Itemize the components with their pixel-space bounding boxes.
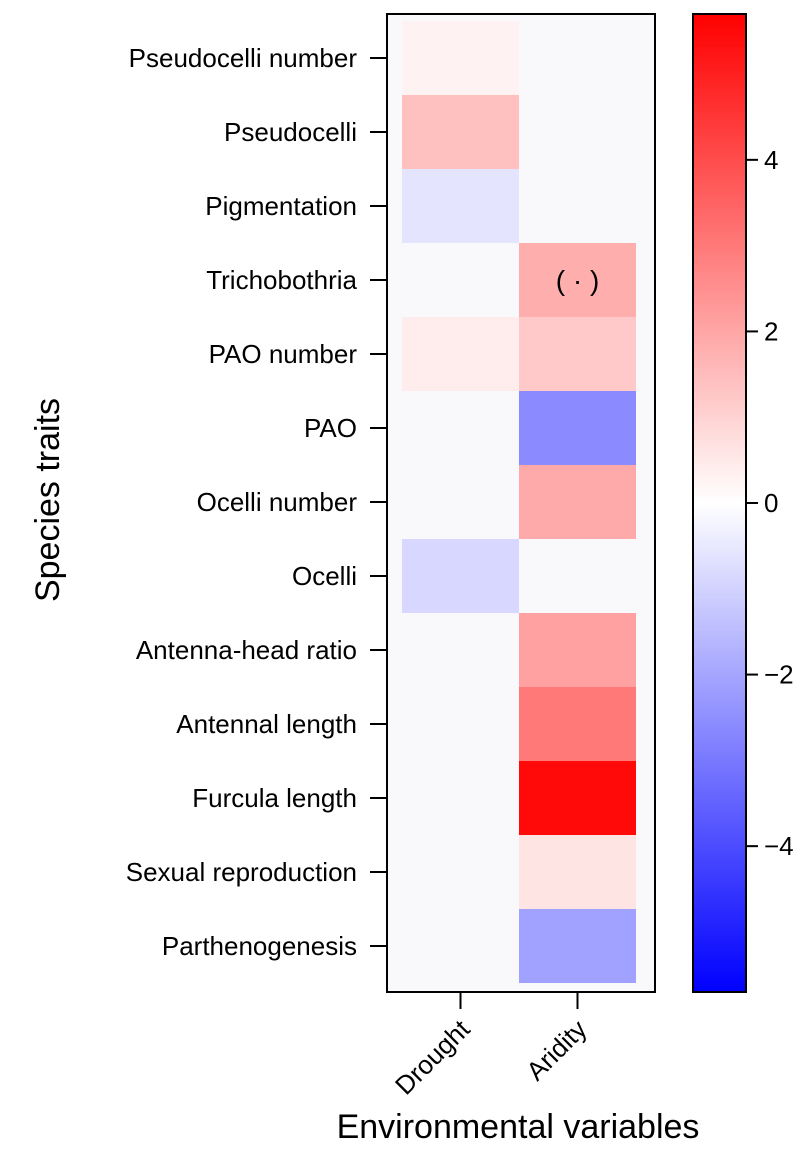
colorbar-tick-label: 0 xyxy=(764,488,778,518)
y-axis-title: Species traits xyxy=(29,398,67,602)
heatmap-cell xyxy=(402,539,519,613)
heatmap-cell xyxy=(519,317,636,391)
y-tick-label: PAO number xyxy=(209,339,358,369)
y-tick-label: Ocelli xyxy=(292,561,357,591)
y-tick-label: Pigmentation xyxy=(205,191,357,221)
y-tick-label: Ocelli number xyxy=(197,487,358,517)
colorbar-tick-label: −2 xyxy=(764,660,794,690)
heatmap-cell xyxy=(519,391,636,465)
heatmap-cell xyxy=(402,169,519,243)
y-tick-label: Antennal length xyxy=(176,709,357,739)
x-tick-label: Drought xyxy=(389,1013,476,1100)
cell-annotation: ( · ) xyxy=(556,265,600,296)
heatmap-cell xyxy=(519,243,636,317)
heatmap-cell xyxy=(519,761,636,835)
heatmap-cell xyxy=(519,835,636,909)
heatmap-cell xyxy=(519,465,636,539)
y-tick-label: Pseudocelli xyxy=(224,117,357,147)
heatmap-cell xyxy=(519,687,636,761)
y-tick-label: PAO xyxy=(304,413,357,443)
heatmap-cell xyxy=(402,95,519,169)
x-axis-title: Environmental variables xyxy=(337,1108,700,1146)
x-tick-label: Aridity xyxy=(520,1014,592,1086)
y-tick-label: Trichobothria xyxy=(206,265,357,295)
y-tick-label: Sexual reproduction xyxy=(126,857,357,887)
colorbar-tick-label: 4 xyxy=(764,145,778,175)
y-tick-label: Furcula length xyxy=(192,783,357,813)
colorbar xyxy=(692,13,747,993)
y-tick-label: Antenna-head ratio xyxy=(136,635,357,665)
heatmap-cell xyxy=(402,317,519,391)
y-tick-label: Pseudocelli number xyxy=(129,43,358,73)
heatmap-cell xyxy=(519,613,636,687)
heatmap-cell xyxy=(402,21,519,95)
y-tick-label: Parthenogenesis xyxy=(162,931,357,961)
heatmap-cell xyxy=(519,909,636,983)
colorbar-tick-label: 2 xyxy=(764,316,778,346)
colorbar-tick-label: −4 xyxy=(764,831,794,861)
